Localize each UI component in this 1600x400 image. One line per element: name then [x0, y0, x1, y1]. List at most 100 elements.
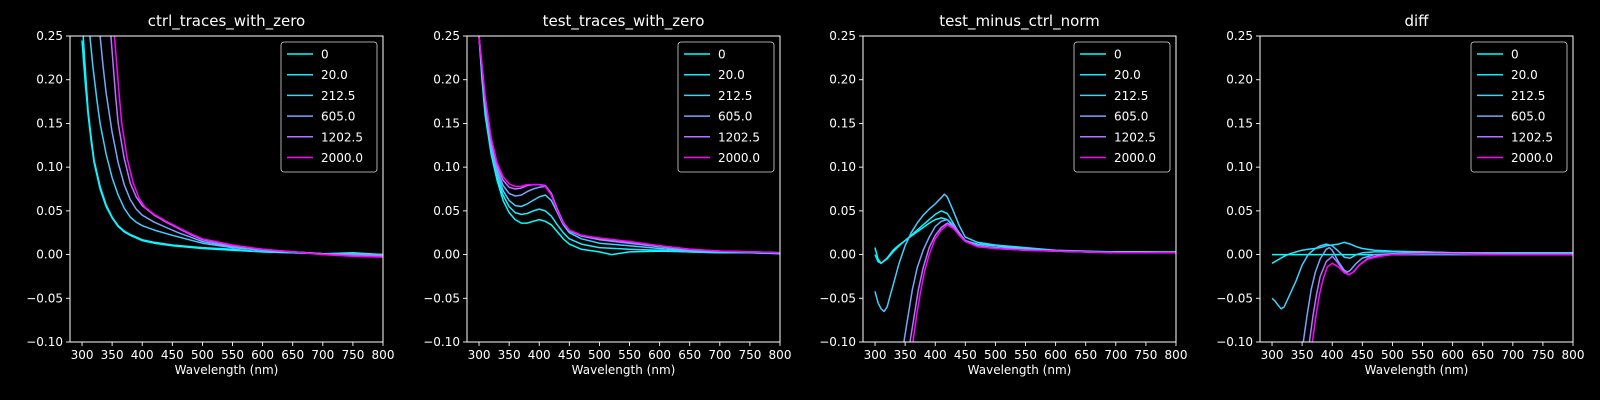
x-tick-label: 750 — [341, 348, 364, 362]
legend-entry-1202.5: 1202.5 — [1511, 130, 1553, 144]
y-tick-label: 0.10 — [829, 160, 856, 174]
x-tick-label: 350 — [101, 348, 124, 362]
y-tick-label: −0.05 — [423, 291, 460, 305]
series-line-2000.0 — [912, 224, 1176, 342]
legend-entry-605.0: 605.0 — [321, 110, 355, 124]
x-tick-label: 500 — [588, 348, 611, 362]
x-tick-label: 550 — [618, 348, 641, 362]
legend: 0 20.0 212.5 605.0 1202.5 2000.0 — [677, 41, 775, 173]
y-tick-label: −0.10 — [819, 335, 856, 349]
legend-entry-605.0: 605.0 — [718, 110, 752, 124]
x-axis-label: Wavelength (nm) — [1365, 363, 1469, 377]
legend-entry-2000.0: 2000.0 — [1511, 151, 1553, 165]
y-tick-label: 0.05 — [36, 204, 63, 218]
x-tick-label: 300 — [864, 348, 887, 362]
series-line-0 — [478, 36, 780, 256]
x-tick-label: 800 — [372, 348, 395, 362]
y-tick-label: 0.25 — [1226, 29, 1253, 43]
series-line-20.0 — [82, 36, 383, 256]
legend-entry-0: 0 — [321, 48, 329, 62]
legend-entry-2000.0: 2000.0 — [321, 151, 363, 165]
x-tick-label: 300 — [1261, 348, 1284, 362]
x-tick-label: 800 — [1165, 348, 1188, 362]
x-tick-label: 800 — [1562, 348, 1585, 362]
y-tick-label: −0.10 — [1216, 335, 1253, 349]
x-tick-label: 600 — [1441, 348, 1464, 362]
axes-frame — [466, 35, 781, 343]
x-tick-label: 550 — [221, 348, 244, 362]
x-tick-label: 300 — [468, 348, 491, 362]
legend-entry-2000.0: 2000.0 — [718, 151, 760, 165]
x-tick-label: 600 — [648, 348, 671, 362]
legend: 0 20.0 212.5 605.0 1202.5 2000.0 — [1073, 41, 1171, 173]
y-tick-label: 0.10 — [1226, 160, 1253, 174]
x-tick-label: 350 — [498, 348, 521, 362]
y-tick-label: 0.05 — [829, 204, 856, 218]
x-tick-label: 450 — [954, 348, 977, 362]
y-tick-label: 0.05 — [433, 204, 460, 218]
legend-entry-20.0: 20.0 — [321, 68, 348, 82]
chart-panel-4: diff 300 350 400 450 500 550 600 650 700 750 800 −0.… — [1216, 12, 1584, 377]
legend-entry-0: 0 — [1511, 48, 1519, 62]
legend-entry-605.0: 605.0 — [1114, 110, 1148, 124]
x-tick-label: 500 — [1381, 348, 1404, 362]
series-line-605.0 — [1302, 246, 1573, 342]
legend-entry-20.0: 20.0 — [1511, 68, 1538, 82]
x-tick-label: 750 — [1531, 348, 1554, 362]
series-line-2000.0 — [478, 36, 780, 254]
x-tick-label: 350 — [894, 348, 917, 362]
x-tick-label: 700 — [1104, 348, 1127, 362]
y-tick-label: 0.00 — [1226, 248, 1253, 262]
y-tick-label: 0.00 — [433, 248, 460, 262]
chart-panel-1: ctrl_traces_with_zero 300 350 400 450 500 550 6… — [26, 12, 394, 377]
y-tick-label: 0.15 — [433, 116, 460, 130]
x-axis-label: Wavelength (nm) — [968, 363, 1072, 377]
y-tick-label: 0.00 — [829, 248, 856, 262]
legend-entry-212.5: 212.5 — [718, 89, 752, 103]
x-tick-label: 650 — [1074, 348, 1097, 362]
x-tick-label: 600 — [1044, 348, 1067, 362]
y-tick-label: 0.15 — [36, 116, 63, 130]
chart-title: test_minus_ctrl_norm — [939, 12, 1100, 31]
x-axis-label: Wavelength (nm) — [572, 363, 676, 377]
series-line-20.0 — [478, 36, 780, 254]
chart-title: test_traces_with_zero — [543, 12, 705, 31]
y-tick-label: 0.25 — [433, 29, 460, 43]
legend-entry-212.5: 212.5 — [1511, 89, 1545, 103]
legend-entry-0: 0 — [1114, 48, 1122, 62]
legend: 0 20.0 212.5 605.0 1202.5 2000.0 — [1470, 41, 1568, 173]
x-tick-label: 400 — [924, 348, 947, 362]
x-axis-label: Wavelength (nm) — [175, 363, 279, 377]
legend-entry-1202.5: 1202.5 — [1114, 130, 1156, 144]
chart-title: ctrl_traces_with_zero — [148, 12, 305, 31]
y-tick-label: 0.10 — [36, 160, 63, 174]
x-tick-label: 700 — [1501, 348, 1524, 362]
x-tick-label: 500 — [984, 348, 1007, 362]
x-tick-label: 450 — [558, 348, 581, 362]
series-line-212.5 — [874, 193, 1176, 313]
legend-entry-2000.0: 2000.0 — [1114, 151, 1156, 165]
y-tick-label: 0.20 — [829, 73, 856, 87]
axes-frame — [862, 35, 1177, 343]
x-tick-label: 550 — [1411, 348, 1434, 362]
chart-panel-3: test_minus_ctrl_norm 300 350 400 450 500 550 60… — [819, 12, 1187, 377]
y-tick-label: −0.05 — [26, 291, 63, 305]
x-tick-label: 550 — [1014, 348, 1037, 362]
x-tick-label: 600 — [251, 348, 274, 362]
y-tick-label: 0.25 — [829, 29, 856, 43]
chart-title: diff — [1404, 12, 1429, 30]
x-tick-label: 650 — [1471, 348, 1494, 362]
y-tick-label: 0.20 — [433, 73, 460, 87]
legend-entry-20.0: 20.0 — [718, 68, 745, 82]
x-tick-label: 750 — [738, 348, 761, 362]
y-tick-label: 0.10 — [433, 160, 460, 174]
y-tick-label: 0.20 — [36, 73, 63, 87]
y-tick-label: 0.20 — [1226, 73, 1253, 87]
legend: 0 20.0 212.5 605.0 1202.5 2000.0 — [280, 41, 378, 173]
x-tick-label: 400 — [1321, 348, 1344, 362]
y-tick-label: 0.15 — [829, 116, 856, 130]
series-line-2000.0 — [113, 36, 383, 258]
x-tick-label: 400 — [528, 348, 551, 362]
x-tick-label: 700 — [311, 348, 334, 362]
